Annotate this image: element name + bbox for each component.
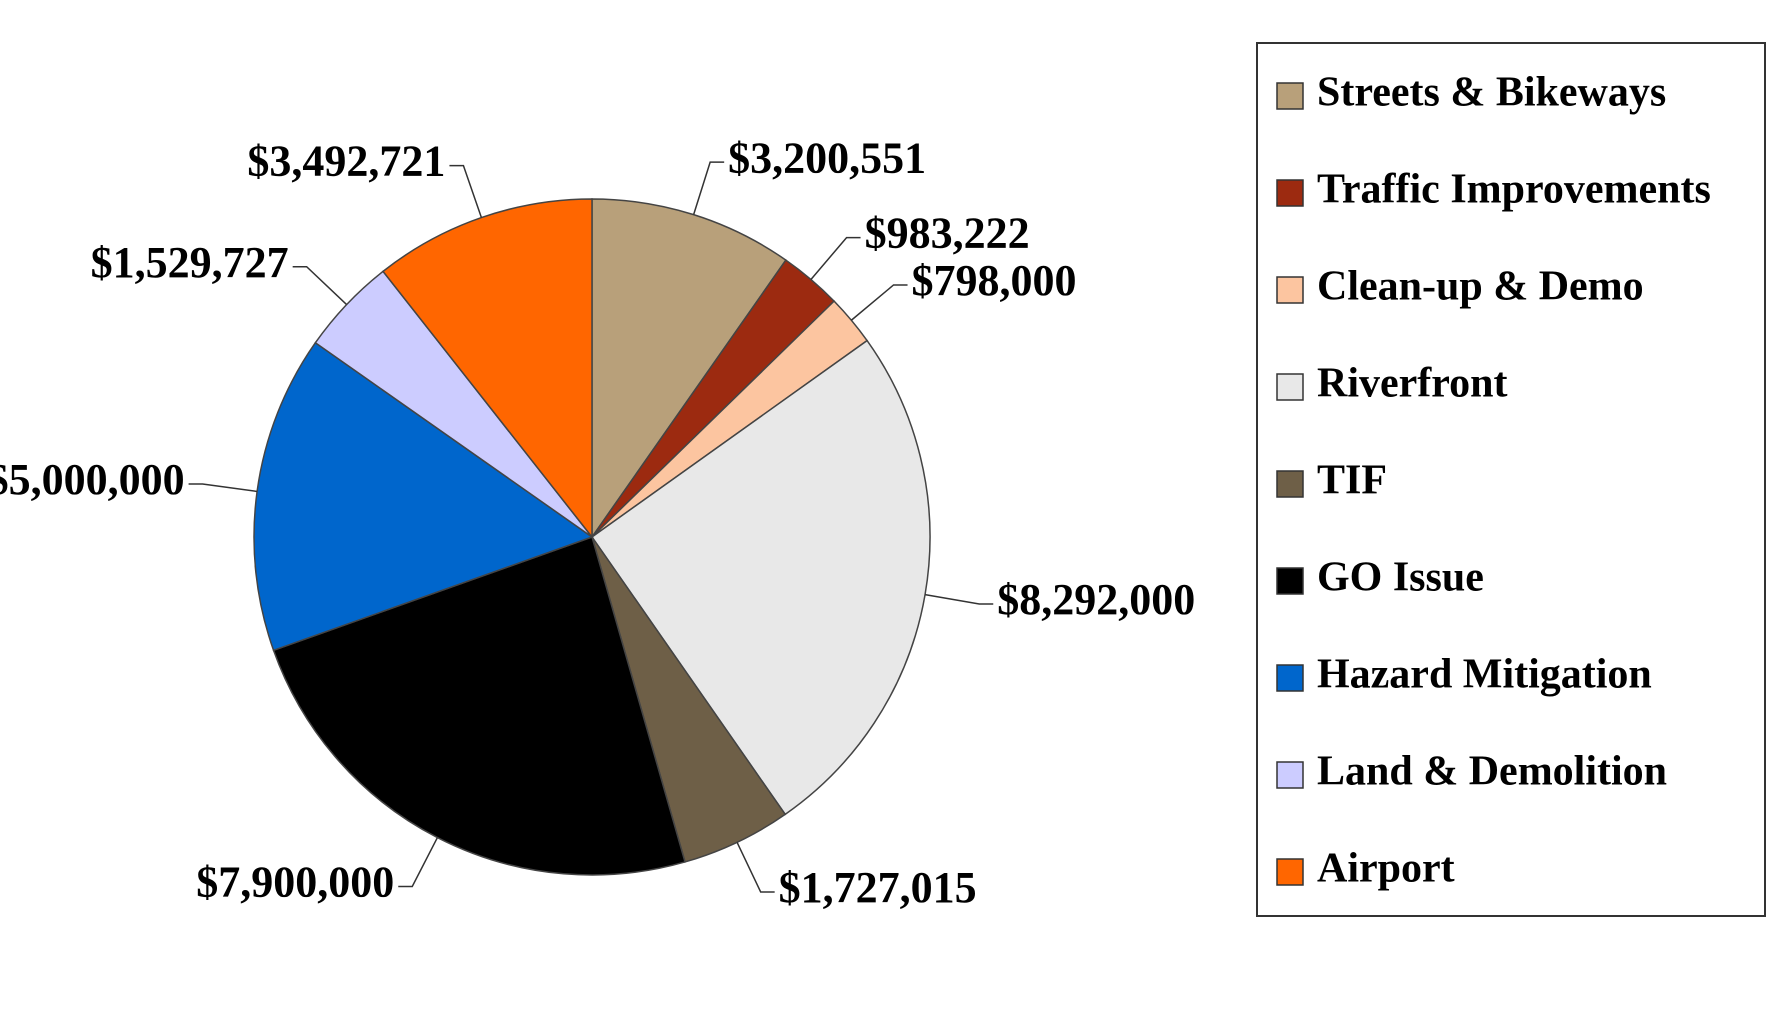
leader-line (189, 484, 257, 491)
data-label: $7,900,000 (196, 858, 394, 907)
legend-swatch (1277, 762, 1303, 788)
leader-line (925, 595, 993, 604)
leader-line (398, 838, 437, 887)
legend-swatch (1277, 83, 1303, 109)
legend-label: Hazard Mitigation (1317, 652, 1652, 698)
legend-swatch (1277, 180, 1303, 206)
legend-swatch (1277, 665, 1303, 691)
leader-line (737, 842, 775, 892)
data-label: $3,200,551 (728, 133, 926, 182)
legend-swatch (1277, 471, 1303, 497)
chart: $3,200,551 $983,222$798,000 $8,292,000 $1,7… (0, 0, 1769, 1034)
leader-line (293, 267, 347, 305)
data-label: $983,222 (865, 209, 1030, 258)
legend-label: Land & Demolition (1317, 749, 1667, 795)
leader-line (694, 162, 725, 214)
legend-label: TIF (1317, 458, 1387, 504)
legend-label: Traffic Improvements (1317, 167, 1711, 213)
legend-label: GO Issue (1317, 555, 1484, 601)
legend-swatch (1277, 374, 1303, 400)
legend-swatch (1277, 568, 1303, 594)
legend-label: Riverfront (1317, 361, 1508, 407)
leader-line (851, 285, 907, 320)
leader-line (449, 166, 481, 218)
legend-swatch (1277, 859, 1303, 885)
legend-label: Clean-up & Demo (1317, 264, 1644, 310)
data-label: $1,727,015 (779, 863, 977, 912)
data-label: $798,000 (912, 256, 1077, 305)
data-label: $5,000,000 (0, 455, 185, 504)
leader-line (811, 238, 861, 280)
data-label: $8,292,000 (997, 575, 1195, 624)
legend-label: Streets & Bikeways (1317, 70, 1666, 116)
legend-swatch (1277, 277, 1303, 303)
data-label: $1,529,727 (91, 238, 289, 287)
legend-label: Airport (1317, 846, 1455, 892)
data-label: $3,492,721 (247, 137, 445, 186)
